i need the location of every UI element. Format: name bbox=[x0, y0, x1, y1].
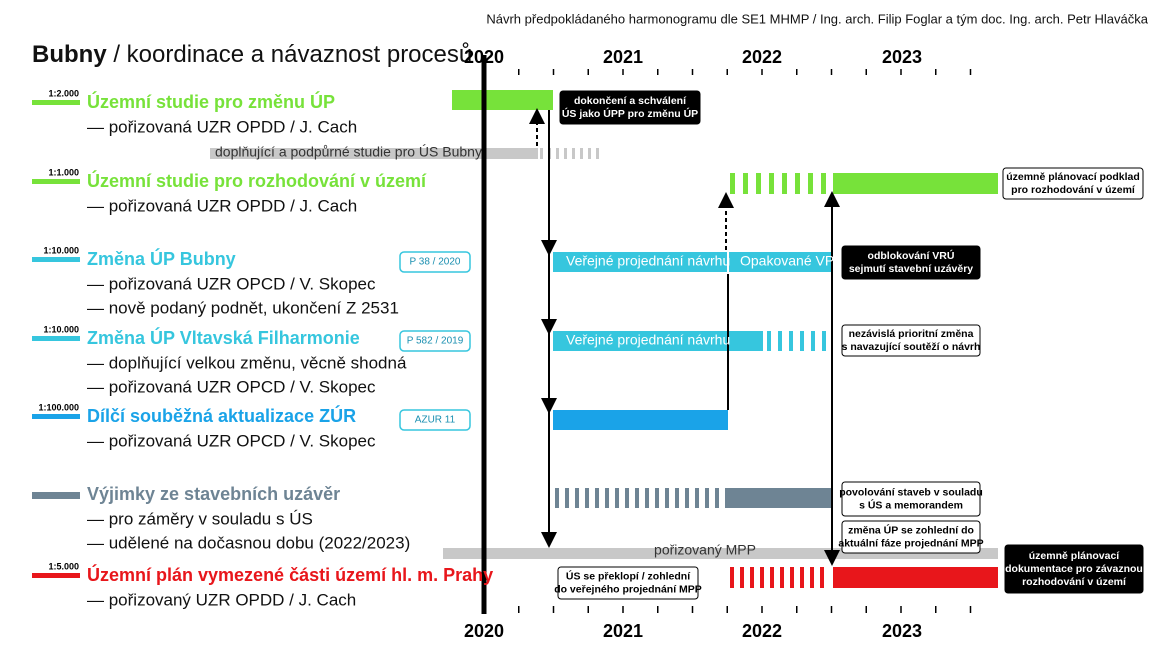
year-top: 2021 bbox=[603, 47, 643, 67]
callout-text: územně plánovací podklad bbox=[1006, 171, 1140, 183]
bar bbox=[728, 488, 832, 508]
scale-label: 1:5.000 bbox=[48, 561, 79, 571]
bar bbox=[452, 90, 553, 110]
page-title: Bubny / koordinace a návaznost procesů bbox=[32, 41, 472, 68]
callout-text: s ÚS a memorandem bbox=[859, 498, 963, 511]
row-swatch bbox=[32, 414, 80, 419]
row-subtitle: — nově podaný podnět, ukončení Z 2531 bbox=[87, 298, 399, 317]
callout-text: odblokování VRÚ bbox=[868, 249, 955, 262]
row-swatch bbox=[32, 257, 80, 262]
badge-text: AZUR 11 bbox=[415, 415, 456, 426]
callout-text: rozhodování v území bbox=[1022, 576, 1127, 588]
bar bbox=[833, 173, 998, 194]
row-subtitle: — pro záměry v souladu s ÚS bbox=[87, 509, 313, 528]
year-top: 2020 bbox=[464, 47, 504, 67]
callout-text: změna ÚP se zohlední do bbox=[848, 523, 974, 536]
row-swatch bbox=[32, 573, 80, 578]
year-bottom: 2021 bbox=[603, 621, 643, 641]
callout-text: pro rozhodování v území bbox=[1011, 184, 1136, 196]
bar bbox=[553, 331, 763, 351]
row-title: Změna ÚP Vltavská Filharmonie bbox=[87, 327, 360, 348]
year-bottom: 2022 bbox=[742, 621, 782, 641]
row-subtitle: — pořizovaný UZR OPDD / J. Cach bbox=[87, 590, 356, 609]
row-subtitle: — pořizovaná UZR OPDD / J. Cach bbox=[87, 117, 357, 136]
badge-text: P 38 / 2020 bbox=[410, 257, 461, 268]
callout-text: dokončení a schválení bbox=[574, 95, 687, 107]
row-title: Územní studie pro změnu ÚP bbox=[87, 91, 335, 112]
callout-box bbox=[841, 324, 981, 357]
bar bbox=[833, 567, 998, 588]
row-subtitle: — pořizovaná UZR OPDD / J. Cach bbox=[87, 196, 357, 215]
row-title: Územní plán vymezené části území hl. m. … bbox=[87, 564, 493, 585]
badge bbox=[399, 251, 471, 273]
row-title: Územní studie pro rozhodování v území bbox=[87, 170, 427, 191]
callout-text: sejmutí stavební uzávěry bbox=[849, 263, 973, 275]
row-subtitle: — doplňující velkou změnu, věcně shodná bbox=[87, 353, 407, 372]
row-title: Dílčí souběžná aktualizace ZÚR bbox=[87, 405, 356, 426]
year-top: 2023 bbox=[882, 47, 922, 67]
row-subtitle: — udělené na dočasnou dobu (2022/2023) bbox=[87, 533, 410, 552]
header-note: Návrh předpokládaného harmonogramu dle S… bbox=[486, 11, 1148, 26]
badge bbox=[399, 409, 471, 431]
callout-text: územně plánovací bbox=[1029, 550, 1121, 562]
year-top: 2022 bbox=[742, 47, 782, 67]
row-swatch bbox=[32, 336, 80, 341]
bar-label: pořizovaný MPP bbox=[654, 542, 756, 558]
title-bold: Bubny bbox=[32, 41, 107, 68]
callout-text: dokumentace pro závaznou bbox=[1005, 563, 1143, 575]
callout-text: nezávislá prioritní změna bbox=[849, 328, 974, 340]
callout-box bbox=[557, 566, 699, 600]
row-swatch bbox=[32, 179, 80, 184]
callout-text: do veřejného projednání MPP bbox=[554, 583, 702, 595]
bar bbox=[553, 410, 728, 430]
callout-text: ÚS se překlopí / zohlední bbox=[566, 569, 691, 582]
row-title: Změna ÚP Bubny bbox=[87, 248, 236, 269]
callout-text: ÚS jako ÚPP pro změnu ÚP bbox=[562, 107, 698, 120]
row-swatch bbox=[32, 492, 80, 499]
bars bbox=[210, 90, 998, 588]
scale-label: 1:100.000 bbox=[38, 402, 79, 412]
scale-label: 1:10.000 bbox=[43, 324, 79, 334]
bar-label: Veřejné projednání návrhu bbox=[566, 253, 730, 269]
callout-text: povolování staveb v souladu bbox=[839, 486, 983, 498]
callout-box bbox=[1002, 167, 1144, 200]
callout-box bbox=[1004, 544, 1144, 594]
bar-label: Opakované VP bbox=[740, 253, 834, 269]
badge-text: P 582 / 2019 bbox=[407, 336, 464, 347]
callout-text: aktuální fáze projednání MPP bbox=[838, 537, 983, 549]
row-subtitle: — pořizovaná UZR OPCD / V. Skopec bbox=[87, 377, 376, 396]
callout-text: s navazující soutěží o návrh bbox=[842, 341, 981, 353]
row-subtitle: — pořizovaná UZR OPCD / V. Skopec bbox=[87, 274, 376, 293]
bar bbox=[210, 148, 538, 159]
callout-box bbox=[559, 90, 701, 125]
callout-box bbox=[841, 481, 981, 517]
title-rest: / koordinace a návaznost procesů bbox=[107, 41, 473, 68]
bar-label: Veřejné projednání návrhu bbox=[566, 332, 730, 348]
arrows bbox=[481, 55, 840, 614]
year-bottom: 2020 bbox=[464, 621, 504, 641]
bar bbox=[443, 548, 998, 559]
bar bbox=[553, 252, 832, 272]
scale-label: 1:1.000 bbox=[48, 167, 79, 177]
bar-label: doplňující a podpůrné studie pro ÚS Bubn… bbox=[215, 144, 482, 160]
callout-box bbox=[841, 520, 981, 554]
row-swatch bbox=[32, 100, 80, 105]
badge bbox=[399, 330, 471, 352]
scale-label: 1:2.000 bbox=[48, 88, 79, 98]
scale-label: 1:10.000 bbox=[43, 245, 79, 255]
year-bottom: 2023 bbox=[882, 621, 922, 641]
row-title: Výjimky ze stavebních uzávěr bbox=[87, 484, 340, 504]
callout-box bbox=[841, 245, 981, 280]
row-subtitle: — pořizovaná UZR OPCD / V. Skopec bbox=[87, 431, 376, 450]
